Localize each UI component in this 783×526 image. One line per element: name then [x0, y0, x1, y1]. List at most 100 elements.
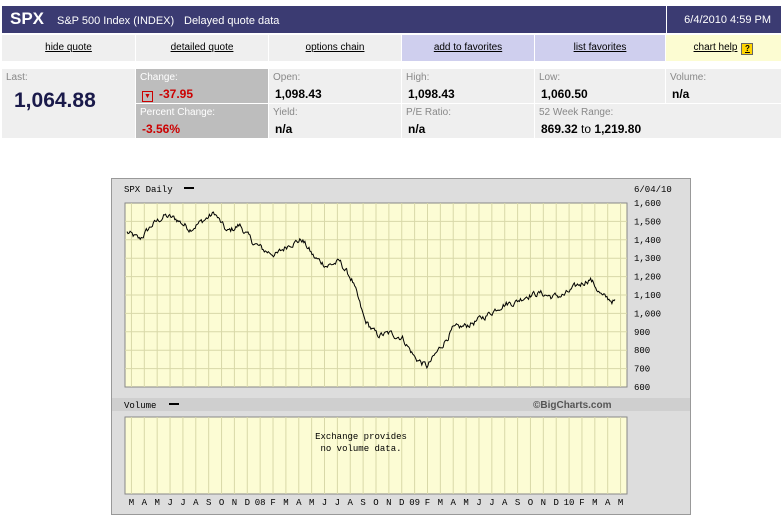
- x-tick-label: M: [129, 498, 134, 508]
- x-tick-label: 08: [255, 498, 266, 508]
- list-favorites-cell: list favorites: [535, 35, 665, 61]
- x-tick-label: A: [142, 498, 148, 508]
- x-tick-label: O: [219, 498, 224, 508]
- x-tick-label: M: [463, 498, 468, 508]
- ticker-symbol: SPX: [10, 9, 45, 28]
- last-label: Last:: [6, 72, 28, 83]
- volume-message-line1: Exchange provides: [315, 432, 407, 442]
- range-value: 869.32 to 1,219.80: [539, 122, 781, 136]
- list-favorites-link[interactable]: list favorites: [573, 42, 627, 53]
- quote-datetime: 6/4/2010 4:59 PM: [666, 6, 779, 33]
- x-tick-label: 10: [564, 498, 575, 508]
- y-tick-label: 1,600: [634, 199, 661, 209]
- x-tick-label: A: [451, 498, 457, 508]
- index-name: S&P 500 Index (INDEX): [57, 15, 175, 27]
- range-high: 1,219.80: [594, 122, 642, 136]
- open-label: Open:: [273, 72, 301, 83]
- change-cell: Change: ▼ -37.95: [136, 69, 268, 103]
- detailed-quote-cell: detailed quote: [136, 35, 268, 61]
- y-tick-label: 1,500: [634, 217, 661, 227]
- volume-cell: Volume: n/a: [666, 69, 781, 103]
- chart-help-cell: chart help?: [666, 35, 781, 61]
- add-to-favorites-link[interactable]: add to favorites: [433, 42, 503, 53]
- x-tick-label: N: [232, 498, 237, 508]
- x-tick-label: D: [554, 498, 559, 508]
- percent-change-value: -3.56%: [142, 122, 181, 136]
- volume-label: Volume:: [670, 72, 707, 83]
- options-chain-link[interactable]: options chain: [305, 42, 365, 53]
- x-tick-label: M: [309, 498, 314, 508]
- y-tick-label: 1,200: [634, 273, 661, 283]
- range-low: 869.32: [541, 122, 578, 136]
- price-line: [126, 211, 616, 370]
- low-value: 1,060.50: [541, 87, 588, 101]
- x-tick-label: A: [502, 498, 508, 508]
- x-tick-label: J: [167, 498, 172, 508]
- x-tick-label: A: [193, 498, 199, 508]
- x-tick-label: M: [592, 498, 597, 508]
- volume-label: Volume: [124, 401, 156, 411]
- x-tick-label: A: [348, 498, 354, 508]
- range-cell: 52 Week Range: 869.32 to 1,219.80: [535, 104, 781, 138]
- high-value: 1,098.43: [408, 87, 455, 101]
- percent-change-cell: Percent Change: -3.56%: [136, 104, 268, 138]
- x-tick-label: A: [605, 498, 611, 508]
- x-tick-label: S: [515, 498, 520, 508]
- x-tick-label: J: [489, 498, 494, 508]
- y-tick-label: 600: [634, 383, 650, 393]
- chart-frame: SPX Daily 6/04/10 600 700 800 900 1,000 1,100…: [111, 178, 691, 515]
- y-tick-label: 1,400: [634, 236, 661, 246]
- x-tick-label: N: [386, 498, 391, 508]
- x-tick-label: S: [206, 498, 211, 508]
- delay-note: Delayed quote data: [184, 15, 280, 27]
- x-tick-label: D: [245, 498, 250, 508]
- volume-value: n/a: [672, 87, 690, 101]
- last-price: 1,064.88: [14, 89, 96, 112]
- range-label: 52 Week Range:: [539, 107, 614, 118]
- x-axis-labels: M A M J J A S O N D 08 F M A M J J A S O N D 09 F M A M J J A S O N D 10 F M…: [129, 498, 624, 508]
- chart-help-link[interactable]: chart help: [693, 42, 738, 53]
- high-cell: High: 1,098.43: [402, 69, 534, 103]
- price-chart: SPX Daily 6/04/10 600 700 800 900 1,000 1,100…: [112, 185, 690, 508]
- x-tick-label: F: [579, 498, 584, 508]
- options-chain-cell: options chain: [269, 35, 401, 61]
- chart-date: 6/04/10: [634, 185, 672, 195]
- y-tick-label: 1,300: [634, 254, 661, 264]
- hide-quote-link[interactable]: hide quote: [45, 42, 92, 53]
- percent-change-label: Percent Change:: [140, 107, 216, 118]
- chart-title: SPX Daily: [124, 185, 173, 195]
- x-tick-label: O: [528, 498, 533, 508]
- x-tick-label: N: [541, 498, 546, 508]
- x-tick-label: M: [618, 498, 623, 508]
- legend-line-icon: [184, 187, 194, 189]
- pe-value: n/a: [408, 122, 426, 136]
- x-tick-label: M: [154, 498, 159, 508]
- help-icon[interactable]: ?: [741, 43, 754, 55]
- y-tick-label: 1,000: [634, 309, 661, 319]
- volume-grid: [130, 417, 622, 494]
- x-tick-label: A: [296, 498, 302, 508]
- x-tick-label: D: [399, 498, 404, 508]
- x-tick-label: J: [180, 498, 185, 508]
- last-price-cell: Last: 1,064.88: [2, 69, 135, 138]
- y-tick-label: 700: [634, 365, 650, 375]
- x-tick-label: J: [476, 498, 481, 508]
- x-tick-label: J: [335, 498, 340, 508]
- detailed-quote-link[interactable]: detailed quote: [170, 42, 234, 53]
- y-axis-labels: 600 700 800 900 1,000 1,100 1,200 1,300 1,400 1,5…: [634, 199, 661, 393]
- low-cell: Low: 1,060.50: [535, 69, 665, 103]
- x-tick-label: S: [360, 498, 365, 508]
- yield-label: Yield:: [273, 107, 298, 118]
- high-label: High:: [406, 72, 430, 83]
- down-arrow-icon: ▼: [142, 91, 153, 102]
- volume-legend-icon: [169, 403, 179, 405]
- open-cell: Open: 1,098.43: [269, 69, 401, 103]
- y-tick-label: 900: [634, 328, 650, 338]
- range-to: to: [581, 122, 592, 136]
- x-tick-label: F: [425, 498, 430, 508]
- y-tick-label: 1,100: [634, 291, 661, 301]
- quote-header: SPX S&P 500 Index (INDEX) Delayed quote …: [2, 6, 781, 33]
- y-tick-label: 800: [634, 346, 650, 356]
- pe-cell: P/E Ratio: n/a: [402, 104, 534, 138]
- yield-cell: Yield: n/a: [269, 104, 401, 138]
